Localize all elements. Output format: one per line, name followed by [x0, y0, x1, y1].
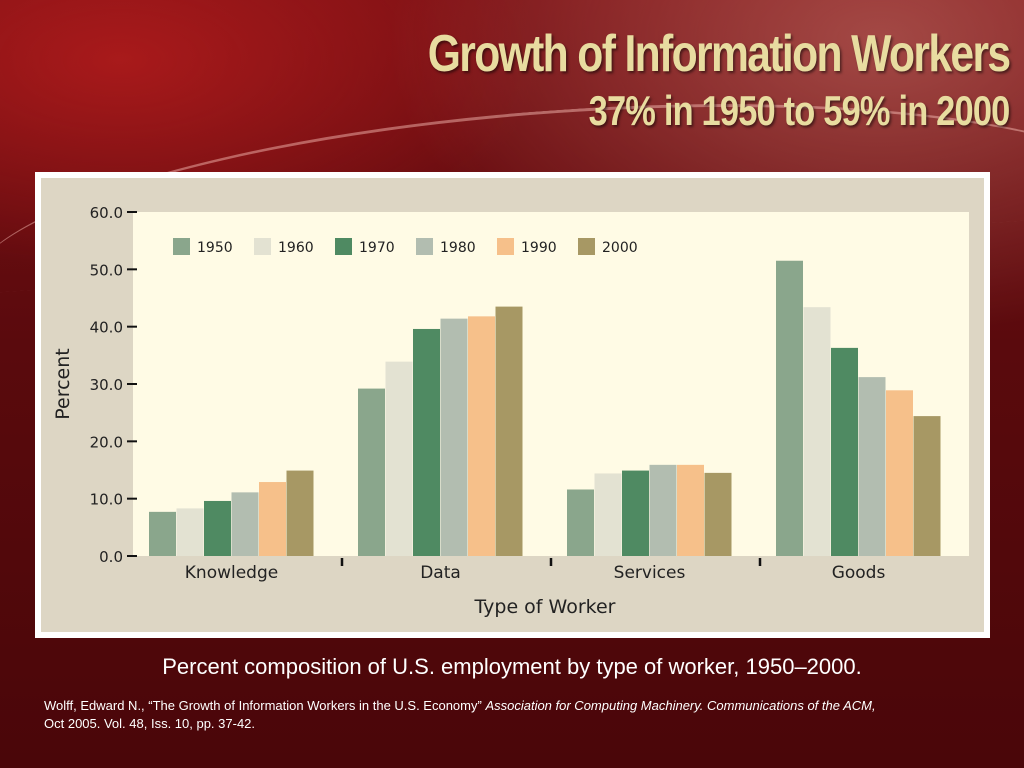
bars-group [149, 260, 941, 556]
legend-label-2000: 2000 [602, 240, 638, 256]
y-tick-label: 60.0 [90, 204, 123, 222]
bar-goods-1950 [776, 260, 803, 556]
bar-goods-1970 [831, 347, 858, 556]
bar-services-1960 [594, 473, 622, 556]
citation-details: Oct 2005. Vol. 48, Iss. 10, pp. 37-42. [44, 716, 256, 731]
citation-text: Wolff, Edward N., “The Growth of Informa… [44, 698, 486, 713]
x-axis-label: Type of Worker [474, 596, 616, 618]
bar-services-1970 [622, 470, 649, 556]
legend-swatch-1950 [173, 238, 190, 255]
bar-goods-2000 [913, 416, 941, 556]
x-tick-label-knowledge: Knowledge [185, 563, 278, 583]
legend-label-1960: 1960 [278, 240, 314, 256]
bar-goods-1980 [858, 377, 886, 556]
y-tick-label: 30.0 [90, 376, 123, 394]
bar-goods-1990 [886, 390, 913, 556]
x-tick-label-data: Data [420, 563, 461, 583]
bar-knowledge-1970 [204, 500, 231, 556]
y-tick-label: 20.0 [90, 433, 123, 451]
bar-knowledge-2000 [286, 470, 314, 556]
bar-data-1970 [413, 328, 440, 556]
y-tick-label: 50.0 [90, 261, 123, 279]
y-tick-label: 10.0 [90, 491, 123, 509]
legend-swatch-2000 [578, 238, 595, 255]
chart-panel: 0.0 10.0 20.0 30.0 40.0 50.0 60.0 Knowledge Dat… [41, 178, 984, 632]
legend-label-1990: 1990 [521, 240, 557, 256]
legend-swatch-1970 [335, 238, 352, 255]
bar-knowledge-1980 [231, 492, 259, 556]
legend-swatch-1980 [416, 238, 433, 255]
chart-frame: 0.0 10.0 20.0 30.0 40.0 50.0 60.0 Knowledge Dat… [35, 172, 990, 638]
x-tick-label-goods: Goods [832, 563, 886, 583]
legend-swatch-1960 [254, 238, 271, 255]
bar-chart: 0.0 10.0 20.0 30.0 40.0 50.0 60.0 Knowledge Dat… [52, 204, 969, 618]
bar-data-1980 [440, 318, 468, 556]
slide-title-block: Growth of Information Workers 37% in 195… [300, 22, 1011, 136]
chart-caption: Percent composition of U.S. employment b… [162, 654, 862, 679]
bar-knowledge-1950 [149, 511, 176, 556]
bar-goods-1960 [803, 307, 831, 556]
bar-services-1990 [677, 464, 704, 556]
bar-services-1950 [567, 489, 594, 556]
x-tick-label-services: Services [614, 563, 686, 583]
legend: 1950 1960 1970 1980 1990 2000 [173, 238, 638, 256]
bar-services-1980 [649, 464, 677, 556]
bar-data-1990 [468, 316, 495, 556]
slide-title: Growth of Information Workers [428, 25, 1011, 83]
bar-data-2000 [495, 306, 523, 556]
bar-services-2000 [704, 472, 732, 556]
x-axis: Knowledge Data Services Goods [185, 558, 886, 583]
bar-data-1960 [385, 361, 413, 556]
slide-subtitle: 37% in 1950 to 59% in 2000 [589, 87, 1011, 134]
citation-journal: Association for Computing Machinery. Com… [485, 698, 876, 713]
legend-swatch-1990 [497, 238, 514, 255]
y-axis-label: Percent [52, 348, 74, 420]
legend-label-1950: 1950 [197, 240, 233, 256]
legend-label-1970: 1970 [359, 240, 395, 256]
citation: Wolff, Edward N., “The Growth of Informa… [44, 697, 984, 733]
y-axis: 0.0 10.0 20.0 30.0 40.0 50.0 60.0 [90, 204, 137, 566]
y-tick-label: 0.0 [99, 548, 123, 566]
y-tick-label: 40.0 [90, 319, 123, 337]
bar-knowledge-1990 [259, 482, 286, 556]
legend-label-1980: 1980 [440, 240, 476, 256]
bar-data-1950 [358, 388, 385, 556]
bar-knowledge-1960 [176, 508, 204, 556]
